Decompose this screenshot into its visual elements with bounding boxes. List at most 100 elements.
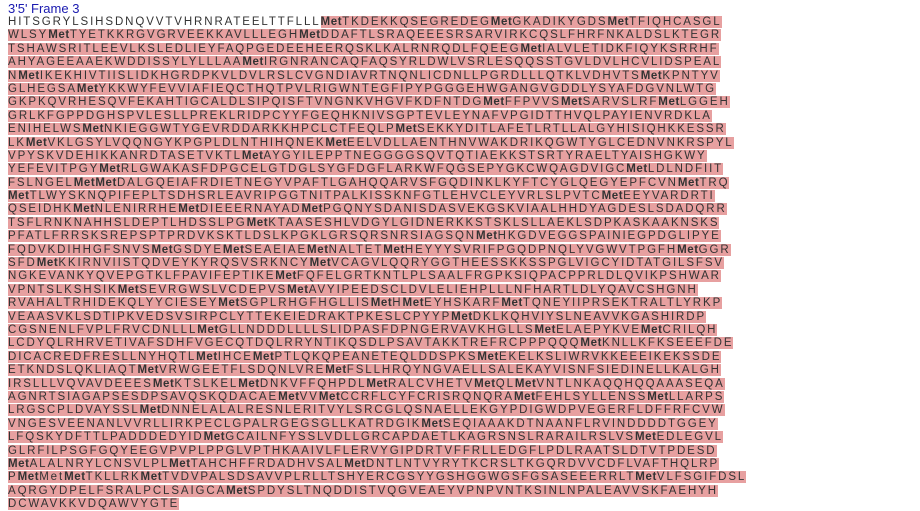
orf-segment: DKLKQHVIYSLNEAVVKGASHIRDP xyxy=(472,310,707,323)
methionine-marker: Met xyxy=(275,270,297,283)
methionine-marker: Met xyxy=(95,176,117,189)
methionine-marker: Met xyxy=(501,297,523,310)
methionine-marker: Met xyxy=(640,69,663,82)
orf-segment: LDLNDFIIT xyxy=(647,163,724,176)
methionine-marker: Met xyxy=(287,283,309,296)
methionine-marker: Met xyxy=(309,257,332,270)
orf-segment: TFIQHCASGL xyxy=(629,16,722,28)
sequence-line: LRGSCPLDVAYSSLMetDNNELALALRESNLERITVYLSR… xyxy=(8,404,914,417)
orf-segment: TKLLRK xyxy=(85,471,141,484)
methionine-marker: Met xyxy=(483,96,505,109)
orf-segment: DNTLNTVYRYTKCRSLTKGQRDVVCDFLVAFTHQLRP xyxy=(365,457,720,470)
methionine-marker: Met xyxy=(325,364,347,377)
sequence-line: PFATLFRRSKSREPSPTPRDVKSKTLDSLKPGKLGRSQRS… xyxy=(8,230,914,243)
sequence-line: MetALALNRYLCNSVLPLMetTAHCHFFRDADHVSALMet… xyxy=(8,457,914,471)
sequence-line: WLSYMetTYETKKRGVGRVEEKKAVLLLEGHMetDDAFTL… xyxy=(8,29,914,42)
methionine-marker: Met xyxy=(366,377,388,390)
orf-segment: ENIHELWS xyxy=(8,123,83,136)
orf-segment: TYETKKRGVGRVEEKKAVLLLEGH xyxy=(69,29,300,42)
methionine-marker: Met xyxy=(370,297,393,310)
orf-segment: DIEEERNAYAD xyxy=(199,203,302,216)
orf-segment: FSLLHRQYNGVAELLSALEKAYVISNFSIEDINELLKALG… xyxy=(346,364,721,377)
sequence-segment: HITSGRYLSIHSDNQVVTVHRNRATEELTTFLLL xyxy=(8,16,321,28)
orf-segment: VRWGEETFLSDQNLVRE xyxy=(159,364,326,377)
orf-segment: DICACREDFRESLLNYHQTL xyxy=(8,350,197,363)
orf-segment: GRLKFGPPDGHSPVLESLLPREKLRIDPCYYFGEQHKNIV… xyxy=(8,109,712,122)
orf-segment: FEHLSYLLENSS xyxy=(535,390,648,403)
orf-segment: PFATLFRRSKSREPSPTPRDVKSKTLDSLKPGKLGRSQRS… xyxy=(8,230,477,243)
methionine-marker: Met xyxy=(402,297,425,310)
orf-segment: LCDYQLRHRVETIVAFSDHFVGECQTDQLRRYNTIKQSDL… xyxy=(8,337,581,350)
methionine-marker: Met xyxy=(607,16,630,28)
orf-segment: EYHSKARF xyxy=(424,297,502,310)
orf-segment: P xyxy=(8,471,18,484)
sequence-line: GKPKQVRHESQVFEKAHTIGCALDLSIPQISFTVNGNKVH… xyxy=(8,96,914,109)
orf-segment: H xyxy=(392,297,403,310)
sequence-line: VEAASVKLSDTIPKVEDSVSIRPCLYTTEKEIEDRAKTPK… xyxy=(8,310,914,324)
methionine-marker: Met xyxy=(18,69,40,82)
orf-segment: DCWAVKKVDQAWVYGTE xyxy=(8,498,180,511)
orf-segment: SPDYSLTNQDDISTVQGVEAEYVPNPVNTKSINLNPALEA… xyxy=(247,484,718,497)
orf-segment: FQDVKDIHHGFSNVS xyxy=(8,243,152,256)
methionine-marker: Met xyxy=(278,390,300,403)
methionine-marker: Met xyxy=(647,390,669,403)
orf-segment: KNLLKFKSEEEFDE xyxy=(602,337,734,350)
sequence-line: AGNRTSIAGAPSESDPSAVQSKQDACAEMetVVMetCCRF… xyxy=(8,390,914,404)
orf-segment: KTSLKEL xyxy=(174,377,239,390)
orf-segment: N xyxy=(8,69,19,82)
orf-segment: SGPLRHGFHGLLIS xyxy=(239,297,371,310)
sequence-line: FSLNGELMetMetDALGQEIAFRDIETNEGYVPAFTLGAH… xyxy=(8,176,914,190)
methionine-marker: Met xyxy=(299,29,321,42)
orf-segment: GKADIKYGDS xyxy=(512,16,608,28)
methionine-marker: Met xyxy=(307,243,329,256)
frame-title: 3'5' Frame 3 xyxy=(8,1,80,16)
orf-segment: SEAEIAE xyxy=(244,243,308,256)
orf-segment: YKKWYFEVVIAFIEQCTHQTPVLRIGWNTEGFIPYPGGGE… xyxy=(98,82,716,95)
sequence-line: MetTLWYSKNQPIFEPLTSDHSRLEAVRIPGGTNITPALK… xyxy=(8,190,914,203)
orf-segment: EDLEGVL xyxy=(656,431,723,444)
orf-segment: IHCE xyxy=(217,350,253,363)
orf-segment: KTAASESHLVDGYLGIDNERKKSTSKLSLLAEKLSDPKAS… xyxy=(268,216,720,229)
methionine-marker: Met xyxy=(73,203,95,216)
sequence-line: SFDMetKKIRNVIISTQDVEYKYRQSVSRKNCYMetVCAG… xyxy=(8,257,914,270)
orf-segment: GLHEGSA xyxy=(8,82,77,95)
orf-segment: YEFEVITPGY xyxy=(8,163,100,176)
sequence-line: YEFEVITPGY MetRLGWAKASFDPGCELGTDGLSYGFDGF… xyxy=(8,163,914,176)
orf-segment: DNNELALALRESNLERITVYLSRCGLQSNAELLEKGYPDI… xyxy=(161,404,725,417)
sequence-line: IRSLLLVQVAVDEEESMetKTSLKELMetDNKVFFQHPDL… xyxy=(8,377,914,391)
orf-segment: GKPKQVRHESQVFEKAHTIGCALDLSIPQISFTVNGNKVH… xyxy=(8,96,484,109)
methionine-marker: Met xyxy=(241,149,264,162)
orf-segment: ELAEPYKVE xyxy=(556,323,641,336)
orf-segment: TLWYSKNQPIFEPLTSDHSRLEAVRIPGGTNITPALKISS… xyxy=(29,190,602,203)
orf-segment: RLGWAKASFDPGCELGTDGLSYGFDGFLARKWFQGSEPYG… xyxy=(120,163,627,176)
orf-segment: FSLNGEL xyxy=(8,176,74,189)
methionine-marker: Met xyxy=(490,16,513,28)
orf-segment: IRSLLLVQVAVDEEES xyxy=(8,377,153,390)
sequence-line: NGKEVANKYQVEPGTKLFPAVIFEPTIKEMetFQFELGRT… xyxy=(8,270,914,283)
sequence-line: GLRFILPSGFGQYEEGVPVPLPPGLVPTHKAAIVLFLERV… xyxy=(8,444,914,458)
methionine-marker: Met xyxy=(534,323,557,336)
methionine-marker: Met xyxy=(626,163,648,176)
methionine-marker: Met xyxy=(677,176,700,189)
orf-segment: VPNTSLKSHSIK xyxy=(8,283,118,296)
orf-segment: DNKVFFQHPDL xyxy=(259,377,367,390)
methionine-marker: Met xyxy=(658,96,680,109)
methionine-marker: Met xyxy=(203,431,226,444)
orf-segment: DDAFTLSRAQEEESRSARVIRKCQSLFHRFNKALDSLKTE… xyxy=(320,29,722,42)
orf-segment: VKLGSYLVQQNGYKPGPLDLNTHIHQNEK xyxy=(47,136,326,149)
methionine-marker: Met xyxy=(474,377,496,390)
methionine-marker: Met xyxy=(477,350,499,363)
orf-segment: FFPVVS xyxy=(504,96,561,109)
sequence-line: QSEIDHKMetNLENIRRHEMetDIEEERNAYADMetPGQN… xyxy=(8,203,914,216)
methionine-marker: Met xyxy=(242,56,264,69)
methionine-marker: Met xyxy=(226,484,248,497)
orf-segment: VNTLNKAQQHQQAAASEQA xyxy=(536,377,725,390)
orf-segment: NGKEVANKYQVEPGTKLFPAVIFEPTIKE xyxy=(8,270,276,283)
methionine-marker: Met xyxy=(152,377,175,390)
orf-segment: TVDVPALSDSAVVPLRLLTSHYERCGSYYGSHGGWGSFGS… xyxy=(162,471,636,484)
orf-segment: LLARPS xyxy=(668,390,725,403)
sequence-line: AQRGYDPELFSRALPCLSAIGCAMetSPDYSLTNQDDIST… xyxy=(8,484,914,498)
methionine-marker: Met xyxy=(634,431,657,444)
orf-segment: KPNTYV xyxy=(662,69,720,82)
methionine-marker: Met xyxy=(151,243,174,256)
